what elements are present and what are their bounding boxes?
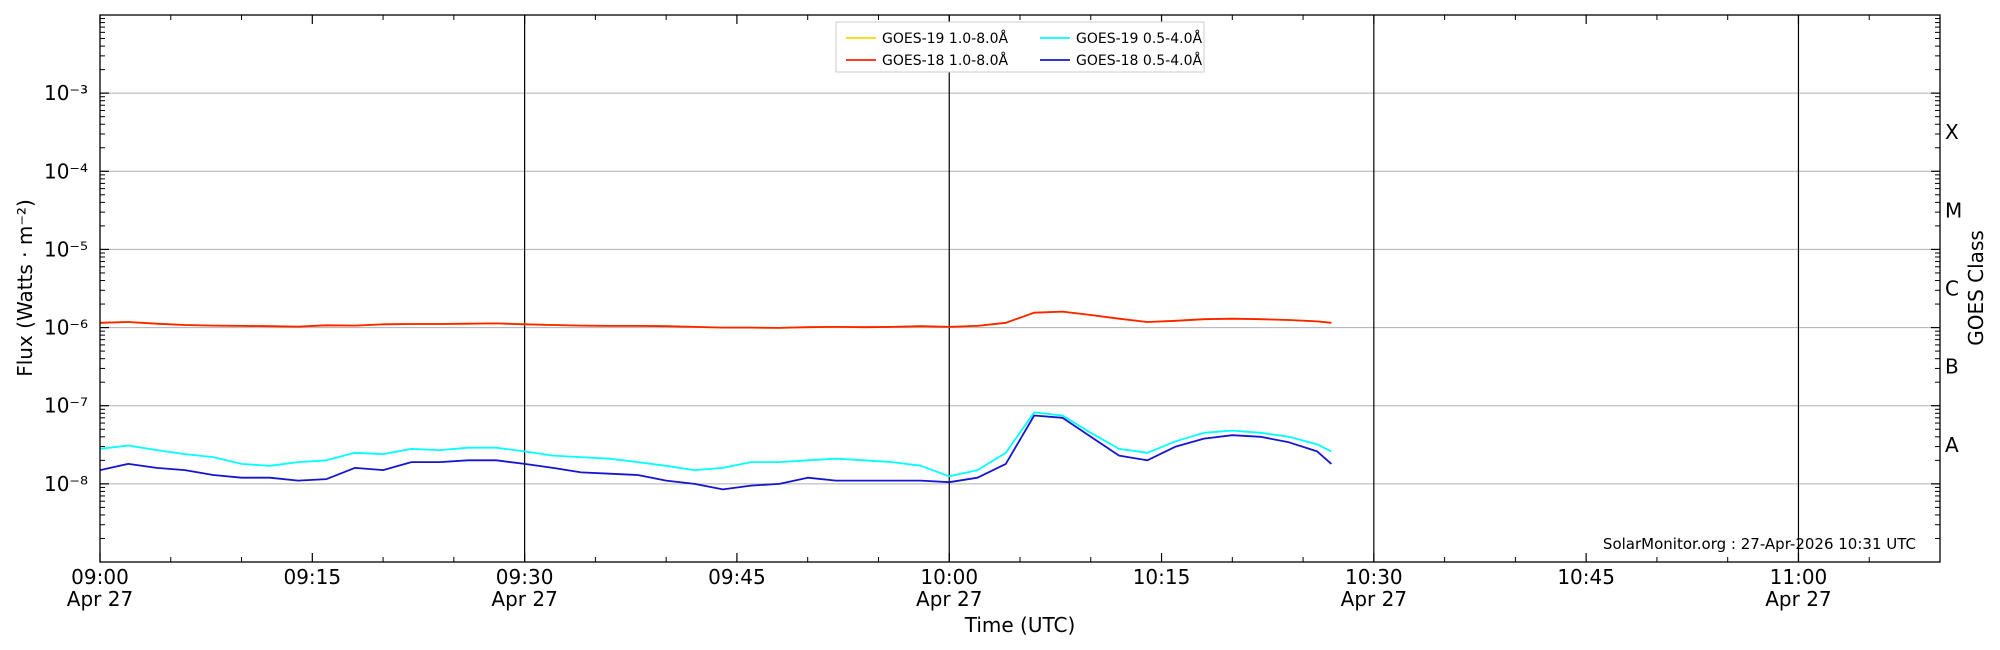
legend: GOES-19 1.0-8.0Å GOES-18 1.0-8.0Å GOES-19 …	[835, 21, 1205, 73]
legend-label-0: GOES-19 1.0-8.0Å	[882, 30, 1008, 47]
series-line-3	[99, 414, 1332, 491]
vertical-markers	[524, 15, 1800, 562]
y-tick-label: 10⁻⁷	[44, 394, 88, 418]
x-tick-label: 10:00	[920, 565, 978, 589]
y-tick-label: 10⁻⁶	[44, 316, 88, 340]
y-tick-label: 10⁻⁴	[44, 159, 88, 183]
x-tick-label: 09:15	[283, 565, 341, 589]
legend-label-1: GOES-18 1.0-8.0Å	[882, 52, 1008, 69]
legend-entries: GOES-19 1.0-8.0Å GOES-18 1.0-8.0Å GOES-19 …	[846, 30, 1202, 69]
legend-label-3: GOES-18 0.5-4.0Å	[1076, 52, 1202, 69]
y-axis-label: Flux (Watts · m⁻²)	[13, 199, 37, 377]
grid-layer	[100, 92, 1940, 485]
legend-box	[835, 21, 1205, 73]
x-axis-label: Time (UTC)	[964, 613, 1076, 637]
y-tick-label: 10⁻⁸	[44, 472, 88, 496]
legend-label-2: GOES-19 0.5-4.0Å	[1076, 30, 1202, 47]
x-tick-label: 11:00	[1770, 565, 1828, 589]
x-tick-date-label: Apr 27	[1765, 587, 1831, 611]
goes-class-c: C	[1945, 277, 1959, 301]
x-tick-date-label: Apr 27	[491, 587, 557, 611]
x-tick-date-label: Apr 27	[916, 587, 982, 611]
y-axis-ticks: 10⁻⁸ 10⁻⁷ 10⁻⁶ 10⁻⁵ 10⁻⁴ 10⁻³	[44, 18, 1940, 539]
x-tick-label: 09:30	[496, 565, 554, 589]
goes-class-x: X	[1945, 120, 1959, 144]
watermark-credit: SolarMonitor.org : 27-Apr-2026 10:31 UTC	[1603, 535, 1916, 553]
x-tick-date-label: Apr 27	[1341, 587, 1407, 611]
x-tick-label: 10:30	[1345, 565, 1403, 589]
series-layer	[99, 310, 1332, 491]
goes-class-axis: A B C M X	[1945, 120, 1962, 457]
x-tick-label: 09:45	[708, 565, 766, 589]
right-axis-label: GOES Class	[1964, 230, 1988, 346]
x-tick-label: 09:00	[71, 565, 129, 589]
x-tick-date-label: Apr 27	[67, 587, 133, 611]
goes-class-m: M	[1945, 198, 1962, 222]
goes-class-b: B	[1945, 355, 1959, 379]
goes-class-a: A	[1945, 433, 1959, 457]
y-tick-label: 10⁻⁵	[44, 237, 88, 261]
plot-frame	[99, 14, 1941, 563]
x-tick-label: 10:45	[1557, 565, 1615, 589]
series-line-0	[99, 310, 1332, 329]
series-line-1	[99, 310, 1332, 329]
y-tick-label: 10⁻³	[44, 81, 88, 105]
x-tick-label: 10:15	[1133, 565, 1191, 589]
series-line-2	[99, 411, 1332, 478]
